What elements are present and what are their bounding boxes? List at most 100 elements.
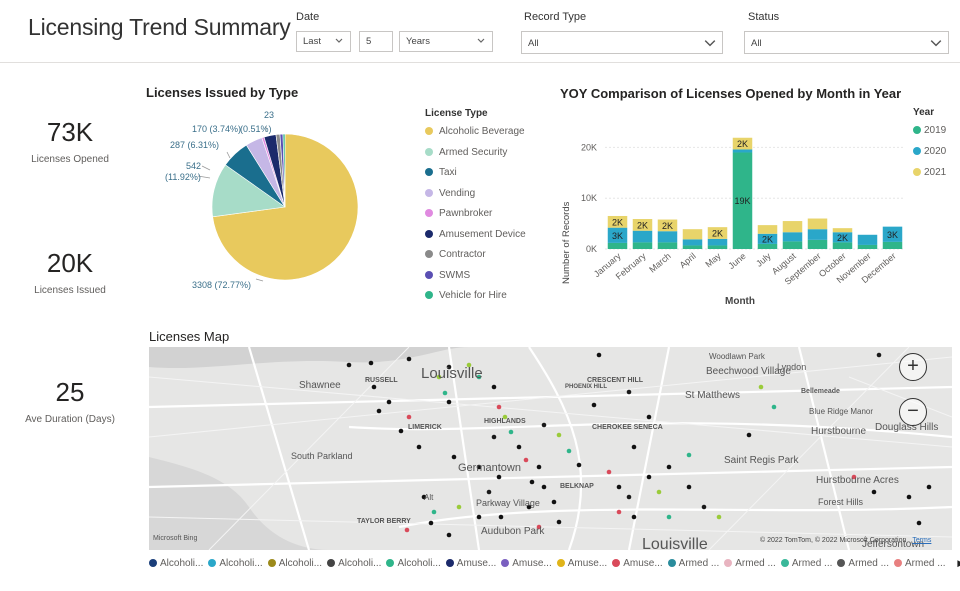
bar-segment[interactable] (707, 245, 728, 249)
date-mode-select[interactable]: Last (296, 31, 351, 52)
bar-segment[interactable] (807, 239, 828, 249)
map-license-point[interactable] (529, 479, 535, 485)
map-license-point[interactable] (496, 404, 502, 410)
map-license-point[interactable] (626, 494, 632, 500)
year-legend-item[interactable]: 2020 (913, 146, 946, 157)
map-legend-item[interactable]: Amuse... (612, 558, 663, 569)
bar-segment[interactable] (657, 219, 678, 232)
map-license-point[interactable] (491, 384, 497, 390)
map-license-point[interactable] (491, 434, 497, 440)
licenses-map[interactable]: Shawnee RUSSELL Louisville CRESCENT HILL Woo… (149, 347, 952, 550)
map-license-point[interactable] (476, 464, 482, 470)
pie-legend-item[interactable]: Armed Security (425, 147, 507, 158)
map-legend-item[interactable]: Amuse... (501, 558, 552, 569)
map-legend-item[interactable]: Armed ... (780, 558, 832, 569)
bar-segment[interactable] (807, 229, 828, 240)
map-license-point[interactable] (716, 514, 722, 520)
map-license-point[interactable] (406, 414, 412, 420)
map-license-point[interactable] (446, 399, 452, 405)
map-license-point[interactable] (486, 489, 492, 495)
map-license-point[interactable] (523, 457, 529, 463)
bar-segment[interactable] (782, 221, 803, 233)
map-license-point[interactable] (758, 384, 764, 390)
map-license-point[interactable] (746, 432, 752, 438)
map-license-point[interactable] (376, 408, 382, 414)
bar-segment[interactable] (782, 232, 803, 242)
bar-segment[interactable] (757, 233, 778, 244)
map-license-point[interactable] (556, 432, 562, 438)
map-license-point[interactable] (428, 520, 434, 526)
map-license-point[interactable] (516, 444, 522, 450)
bar-segment[interactable] (732, 137, 753, 150)
map-license-point[interactable] (686, 452, 692, 458)
record-type-select[interactable]: All (521, 31, 723, 54)
map-license-point[interactable] (616, 509, 622, 515)
date-count-input[interactable]: 5 (359, 31, 393, 52)
year-legend-item[interactable]: 2019 (913, 125, 946, 136)
map-license-point[interactable] (476, 514, 482, 520)
map-legend-item[interactable]: Alcoholi... (267, 558, 322, 569)
map-zoom-in-button[interactable]: + (899, 353, 927, 381)
pie-legend-item[interactable]: Pawnbroker (425, 208, 492, 219)
pie-legend-item[interactable]: Taxi (425, 167, 457, 178)
map-license-point[interactable] (502, 414, 508, 420)
map-license-point[interactable] (346, 362, 352, 368)
map-license-point[interactable] (446, 364, 452, 370)
bar-segment[interactable] (657, 231, 678, 243)
pie-legend-item[interactable]: SWMS (425, 270, 470, 281)
bar-segment[interactable] (607, 242, 628, 249)
map-legend-item[interactable]: Amuse... (556, 558, 607, 569)
map-legend-item[interactable]: Armed ... (724, 558, 776, 569)
map-license-point[interactable] (666, 464, 672, 470)
map-license-point[interactable] (436, 374, 442, 380)
bar-segment[interactable] (707, 238, 728, 246)
year-legend-item[interactable]: 2021 (913, 167, 946, 178)
map-license-point[interactable] (508, 429, 514, 435)
map-license-point[interactable] (536, 464, 542, 470)
map-license-point[interactable] (466, 362, 472, 368)
bar-segment[interactable] (607, 215, 628, 228)
status-select[interactable]: All (744, 31, 949, 54)
map-license-point[interactable] (606, 469, 612, 475)
map-license-point[interactable] (442, 390, 448, 396)
legend-next-arrow-icon[interactable]: ▶ (957, 558, 960, 569)
bar-segment[interactable] (807, 218, 828, 230)
date-unit-select[interactable]: Years (399, 31, 493, 52)
map-legend-item[interactable]: Alcoholi... (386, 558, 441, 569)
map-license-point[interactable] (431, 509, 437, 515)
bar-segment[interactable] (632, 219, 653, 231)
map-license-point[interactable] (526, 504, 532, 510)
bar-segment[interactable] (632, 242, 653, 249)
map-license-point[interactable] (916, 520, 922, 526)
pie-legend-item[interactable]: Contractor (425, 249, 486, 260)
pie-legend-item[interactable]: Alcoholic Beverage (425, 126, 525, 137)
map-license-point[interactable] (416, 444, 422, 450)
map-license-point[interactable] (616, 484, 622, 490)
map-license-point[interactable] (541, 422, 547, 428)
map-license-point[interactable] (498, 514, 504, 520)
map-license-point[interactable] (851, 474, 857, 480)
bar-segment[interactable] (832, 228, 853, 233)
map-license-point[interactable] (906, 494, 912, 500)
map-license-point[interactable] (368, 360, 374, 366)
map-legend-item[interactable]: Armed ... (837, 558, 889, 569)
map-legend-item[interactable]: Armed ... (893, 558, 946, 569)
map-license-point[interactable] (666, 514, 672, 520)
map-license-point[interactable] (446, 532, 452, 538)
pie-legend-item[interactable]: Vehicle for Hire (425, 290, 507, 301)
map-license-point[interactable] (451, 454, 457, 460)
bar-segment[interactable] (682, 229, 703, 240)
map-license-point[interactable] (421, 494, 427, 500)
map-license-point[interactable] (871, 489, 877, 495)
bar-segment[interactable] (732, 149, 753, 153)
map-license-point[interactable] (371, 384, 377, 390)
pie-chart[interactable]: 23 170 (3.74%) (0.51%) 287 (6.31%) 542 (… (150, 104, 420, 304)
map-license-point[interactable] (771, 404, 777, 410)
map-license-point[interactable] (386, 399, 392, 405)
map-license-point[interactable] (476, 374, 482, 380)
bar-segment[interactable] (782, 241, 803, 249)
pie-legend-item[interactable]: Vending (425, 188, 475, 199)
map-license-point[interactable] (626, 389, 632, 395)
map-license-point[interactable] (926, 484, 932, 490)
